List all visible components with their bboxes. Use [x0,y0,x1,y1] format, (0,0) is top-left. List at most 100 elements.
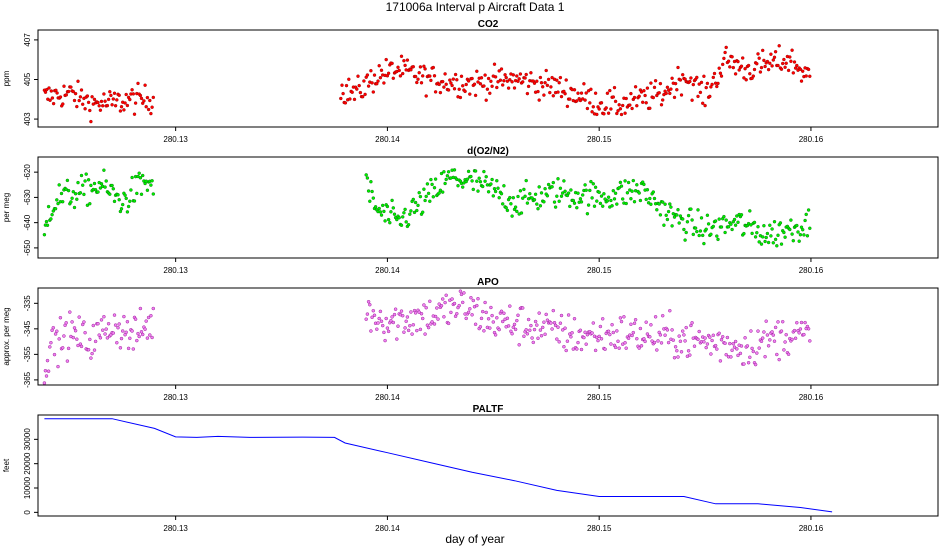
data-point [340,83,344,87]
data-point [138,176,143,180]
data-point [630,106,634,111]
data-point [731,342,735,346]
data-point [347,77,351,82]
data-point [523,194,527,199]
data-point [418,194,423,199]
data-point [657,202,661,206]
data-point [542,200,546,204]
data-point [693,226,698,230]
data-point [597,107,601,111]
data-point [692,344,697,348]
data-point [732,217,737,222]
data-point [517,343,521,347]
data-point [425,182,430,186]
data-point [115,341,119,345]
data-point [764,319,768,323]
x-tick-label: 280.14 [375,524,400,533]
data-point [422,303,426,307]
data-point [802,233,806,237]
data-point [90,95,94,99]
data-point [457,303,461,308]
data-point [618,180,623,185]
data-point [415,208,419,213]
data-point [569,188,573,192]
data-point [497,195,501,200]
data-point [653,78,658,83]
data-point [386,217,391,222]
data-point [441,79,445,84]
data-point [586,203,591,207]
data-point [53,206,58,211]
data-point [133,101,138,105]
data-point [639,344,644,348]
data-point [419,81,424,85]
data-point [128,336,132,340]
data-point [804,212,808,217]
data-point [532,81,537,85]
data-point [556,90,560,94]
data-point [475,303,479,308]
data-point [115,98,119,102]
data-point [544,312,548,317]
data-point [733,339,738,344]
data-point [68,310,72,314]
data-point [379,319,384,323]
data-point [108,89,112,94]
data-point [53,332,58,336]
data-point [742,231,746,236]
data-point [576,191,580,195]
data-point [382,330,386,335]
data-point [632,321,637,325]
data-point [675,87,679,92]
data-point [456,183,460,188]
data-point [508,77,512,82]
data-point [798,67,803,72]
data-point [104,179,108,183]
data-point [80,102,85,107]
data-point [102,315,106,319]
data-point [786,352,791,356]
data-point [110,183,114,188]
data-point [806,67,811,72]
data-point [723,230,727,235]
y-tick-label: -640 [23,214,32,231]
data-point [525,91,530,96]
data-point [748,71,752,76]
data-point [637,346,641,350]
data-point [365,176,370,180]
data-point [768,338,772,342]
data-point [621,197,625,201]
data-point [681,72,685,77]
data-point [752,67,757,72]
data-point [108,192,112,196]
data-point [473,322,478,326]
data-point [77,98,81,103]
data-point [769,234,773,238]
data-point [576,91,580,95]
data-point [376,321,380,325]
data-point [659,341,664,345]
data-point [489,182,493,186]
data-point [558,321,563,325]
data-point [533,319,538,324]
data-point [597,334,601,339]
data-point [618,107,623,111]
data-point [776,233,780,238]
data-point [85,94,90,98]
data-point [403,63,407,68]
data-point [703,103,707,108]
data-point [93,339,98,344]
data-point [73,329,78,333]
data-point [685,220,690,224]
data-point [518,189,523,193]
data-point [417,190,421,195]
data-point [705,213,710,218]
data-point [139,96,144,101]
data-point [575,347,579,351]
data-point [808,226,812,231]
data-point [615,329,619,333]
data-point [483,179,487,183]
y-tick-label: 30000 [23,428,32,451]
data-point [528,191,532,196]
data-point [711,224,715,229]
